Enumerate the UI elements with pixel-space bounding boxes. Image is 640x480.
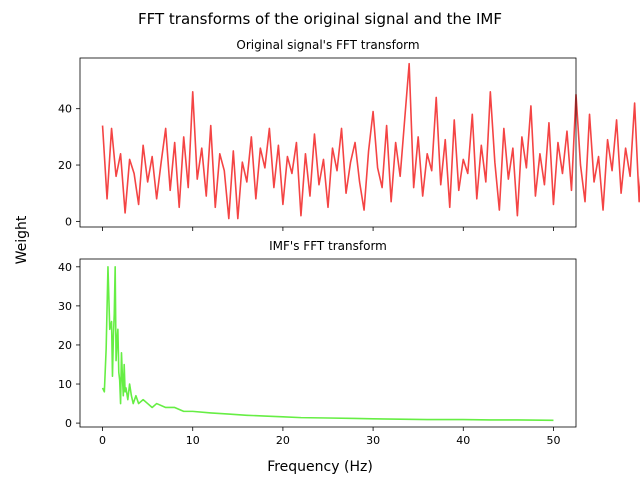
axes-frame (79, 57, 577, 228)
y-tick-label: 30 (58, 300, 72, 313)
y-axis-label: Weight (14, 215, 30, 264)
x-tick-label: 10 (186, 434, 200, 447)
figure-title: FFT transforms of the original signal an… (138, 10, 502, 28)
subplot-title: Original signal's FFT transform (236, 38, 419, 52)
x-tick-label: 50 (546, 434, 560, 447)
x-tick-label: 40 (456, 434, 470, 447)
x-axis-label: Frequency (Hz) (267, 459, 373, 475)
series-line (101, 266, 554, 422)
x-tick-label: 20 (276, 434, 290, 447)
axes-frame (79, 258, 577, 428)
y-tick-label: 20 (58, 339, 72, 352)
y-tick-label: 20 (58, 159, 72, 172)
y-tick-label: 40 (58, 261, 72, 274)
original-signal-fft-plot: Original signal's FFT transform 0 20 40 (58, 38, 640, 231)
imf-fft-plot: IMF's FFT transform 0 10 20 30 40 50 0 10 20 30 40 (58, 239, 577, 447)
series-line (101, 62, 640, 220)
y-tick-label: 0 (65, 417, 72, 430)
y-tick-label: 10 (58, 378, 72, 391)
y-tick-label: 0 (65, 215, 72, 228)
subplot-title: IMF's FFT transform (269, 239, 387, 253)
y-tick-label: 40 (58, 103, 72, 116)
x-tick-label: 30 (366, 434, 380, 447)
x-tick-label: 0 (99, 434, 106, 447)
